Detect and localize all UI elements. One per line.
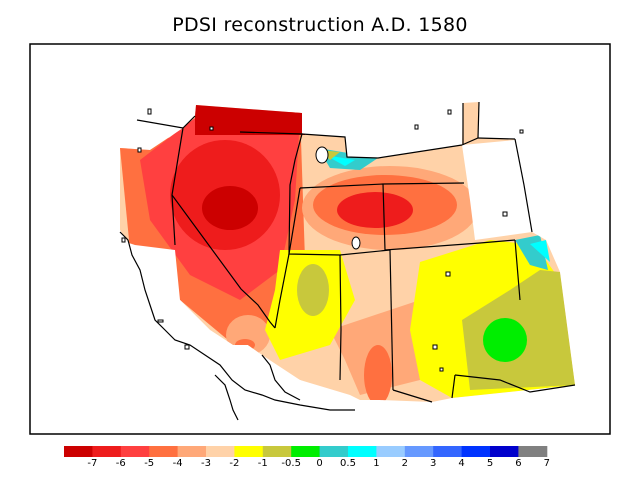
legend-swatch — [490, 446, 519, 457]
legend-swatch — [206, 446, 235, 457]
legend-swatch — [376, 446, 406, 457]
legend-swatch — [433, 446, 463, 457]
legend-swatch — [404, 446, 434, 457]
legend-tick-label: -1 — [257, 458, 268, 469]
legend-tick-label: -6 — [115, 458, 126, 469]
legend-tick-label: 0.5 — [340, 458, 356, 469]
legend-swatch — [518, 446, 548, 457]
legend-tick-label: 1 — [373, 458, 380, 469]
mexico-mask — [255, 360, 360, 420]
legend-tick-label: -4 — [172, 458, 183, 469]
coastline — [119, 231, 355, 421]
legend-tick-label: 4 — [458, 458, 465, 469]
legend-tick-label: 3 — [430, 458, 437, 469]
pdsi-field — [120, 102, 575, 402]
legend-swatch — [120, 446, 150, 457]
legend-tick-label: 5 — [486, 458, 494, 469]
legend-tick-label: -3 — [201, 458, 211, 469]
legend-swatch — [92, 446, 122, 457]
legend-tick-label: -0.5 — [281, 458, 301, 469]
legend-swatch — [319, 446, 349, 457]
legend-swatch — [234, 446, 264, 457]
legend-swatch — [461, 446, 491, 457]
state-boundaries — [136, 101, 576, 403]
legend-tick-label: 2 — [401, 458, 408, 469]
map-title: PDSI reconstruction A.D. 1580 — [172, 14, 468, 36]
legend-swatch — [291, 446, 321, 457]
legend-swatch — [177, 446, 207, 457]
legend-tick-label: -2 — [229, 458, 240, 469]
legend-swatch — [262, 446, 292, 457]
legend-swatch — [149, 446, 179, 457]
legend-tick-label: 7 — [543, 458, 550, 469]
lakes-islands — [121, 108, 524, 372]
legend-tick-label: 0 — [316, 458, 323, 469]
legend-tick-label: -5 — [144, 458, 155, 469]
pacific-mask — [120, 240, 245, 380]
northeast-mask — [462, 140, 532, 240]
legend-tick-label: -7 — [87, 458, 98, 469]
legend-tick-label: 6 — [515, 458, 522, 469]
legend-swatch — [348, 446, 377, 457]
legend-swatch — [64, 446, 93, 457]
